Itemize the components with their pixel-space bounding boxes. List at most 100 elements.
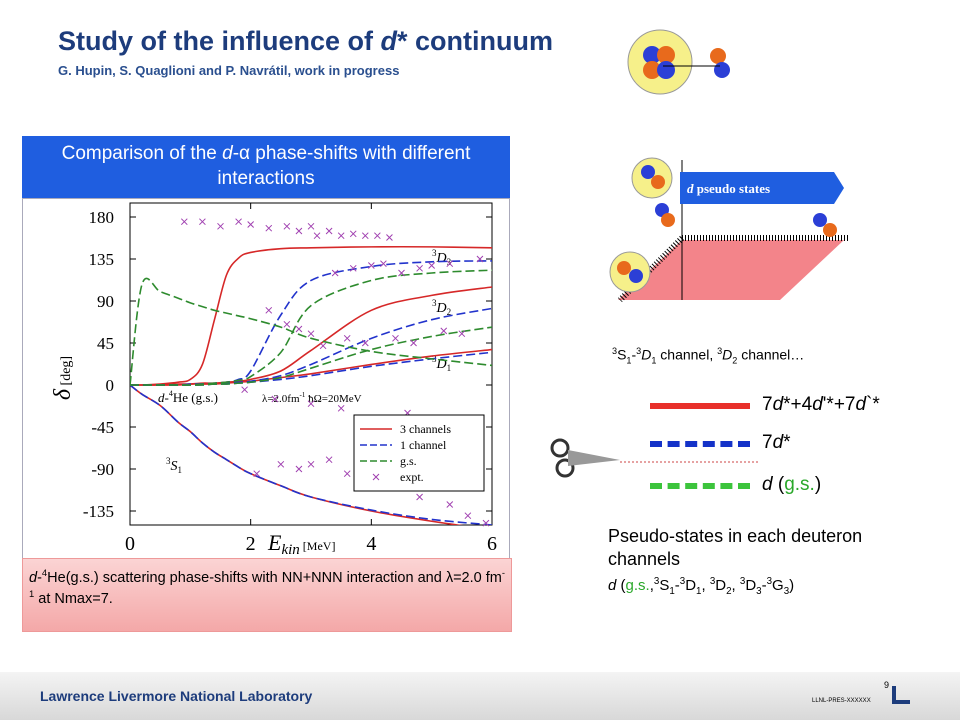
curve xyxy=(130,245,492,386)
text-piece: 7 xyxy=(762,432,773,453)
text-piece: 3 xyxy=(756,586,762,597)
plane xyxy=(618,240,844,300)
nucleon xyxy=(657,46,675,64)
x-tick-label: 0 xyxy=(125,533,135,555)
text-piece: d xyxy=(812,394,823,415)
curve xyxy=(130,384,492,525)
nucleus xyxy=(631,157,673,199)
nucleon xyxy=(813,213,827,227)
text-piece: ( xyxy=(772,474,785,495)
text-piece: 3 xyxy=(739,576,746,587)
nucleon xyxy=(661,213,675,227)
data-point xyxy=(458,330,466,338)
text-piece: * xyxy=(783,432,791,453)
footer-lab: Lawrence Livermore National Laboratory xyxy=(40,688,313,704)
text-piece: 3 xyxy=(636,346,642,356)
data-point xyxy=(253,470,261,478)
x-tick-label: 2 xyxy=(246,533,256,555)
curve xyxy=(130,277,492,386)
data-point xyxy=(446,260,454,268)
nucleus xyxy=(627,29,693,95)
data-point xyxy=(386,234,393,241)
data-point xyxy=(325,227,333,235)
data-point xyxy=(349,264,357,272)
y-tick-label: -45 xyxy=(91,418,114,437)
text-piece: D xyxy=(722,346,733,363)
x-tick-label: 6 xyxy=(487,533,497,555)
text-piece: *+4 xyxy=(783,394,813,415)
page-number: 9 xyxy=(884,680,890,690)
data-point xyxy=(361,232,369,240)
data-point xyxy=(367,262,375,269)
data-point xyxy=(313,232,321,240)
data-point xyxy=(247,221,255,228)
notes-channels: d (g.s.,3S1-3D1, 3D2, 3D3-3G3) xyxy=(608,576,794,597)
data-point xyxy=(307,222,315,230)
y-tick-label: 90 xyxy=(97,292,114,311)
data-point xyxy=(295,465,303,473)
text-piece: 1 xyxy=(696,586,702,597)
legend-line xyxy=(650,403,750,409)
nucleon xyxy=(714,62,730,78)
text-piece: 3 xyxy=(653,576,660,587)
nucleon xyxy=(657,61,675,79)
scissor-ring xyxy=(550,438,570,458)
text-piece: , xyxy=(731,577,740,594)
text-piece: d xyxy=(762,474,773,495)
text-piece: 3 xyxy=(783,586,790,597)
text-piece: 3 xyxy=(679,576,686,587)
data-point xyxy=(464,512,472,520)
data-point xyxy=(416,264,423,272)
text-piece: d xyxy=(855,394,867,415)
title: Study of the influence of d* continuum xyxy=(58,26,553,56)
y-tick-label: 180 xyxy=(89,208,115,227)
legend-label: 7d* xyxy=(762,432,791,454)
data-point xyxy=(307,330,315,338)
text-piece: - xyxy=(761,577,767,594)
legend-label: 1 channel xyxy=(400,438,447,452)
legend-label: 7d*+4d'*+7d`* xyxy=(762,394,880,416)
text-piece: 1 xyxy=(626,355,632,366)
annotation: λ=2.0fm-1 ħΩ=20MeV xyxy=(262,391,362,405)
text-piece: D xyxy=(685,577,697,594)
text-piece: channel, xyxy=(656,346,718,363)
subtitle: G. Hupin, S. Quaglioni and P. Navrátil, … xyxy=(58,63,400,78)
scissors xyxy=(550,438,760,478)
data-point xyxy=(337,404,345,412)
diagram-label: d pseudo states xyxy=(687,181,770,196)
curve-label: 3D2 xyxy=(432,298,451,317)
x-tick-label: 4 xyxy=(366,533,376,555)
text-piece: D xyxy=(641,346,652,363)
text-piece: channel… xyxy=(737,346,805,363)
text-piece: 1 xyxy=(669,586,675,597)
text-piece: S xyxy=(617,346,627,363)
text-piece: 1 xyxy=(651,355,657,366)
data-point xyxy=(295,227,303,235)
notes-heading: Pseudo-states in each deuteron channels xyxy=(608,526,863,570)
annotation: d-4He (g.s.) xyxy=(158,389,218,405)
text-piece: ( xyxy=(616,577,626,594)
data-point xyxy=(446,501,454,508)
text-piece: ) xyxy=(814,474,822,495)
text-piece: 2 xyxy=(732,355,738,366)
text-piece: '*+7 xyxy=(822,394,856,415)
data-point xyxy=(325,456,333,464)
nucleon xyxy=(617,261,631,275)
text-piece: 7 xyxy=(762,394,773,415)
data-point xyxy=(343,334,351,342)
data-point xyxy=(319,342,327,350)
data-point xyxy=(199,218,206,226)
text-piece: - xyxy=(631,346,637,363)
doc-code: LLNL-PRES-XXXXXX xyxy=(812,698,871,704)
data-point xyxy=(217,222,224,230)
curve xyxy=(130,307,492,386)
legend-marker xyxy=(372,473,380,481)
legend-label: g.s. xyxy=(400,454,417,468)
data-point xyxy=(307,460,315,468)
curve xyxy=(130,269,492,386)
legend-box xyxy=(353,414,485,492)
text-piece: 3 xyxy=(612,346,618,356)
data-point xyxy=(361,339,369,347)
logo xyxy=(892,686,910,704)
nucleon xyxy=(629,269,643,283)
